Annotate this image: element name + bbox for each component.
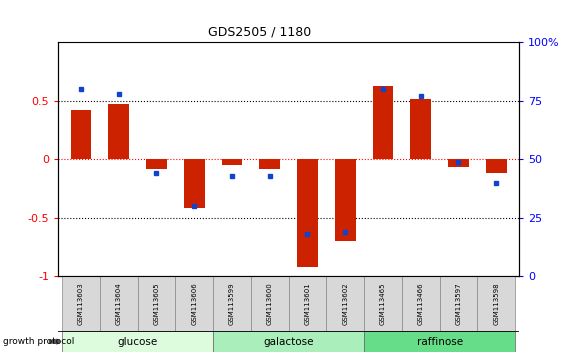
Bar [71, 110, 92, 159]
Bar [297, 159, 318, 267]
Text: GDS2505 / 1180: GDS2505 / 1180 [208, 26, 311, 39]
Bar [108, 104, 129, 159]
Bar [138, 276, 175, 331]
Bar [222, 159, 243, 165]
Bar [62, 331, 213, 352]
Bar [486, 159, 507, 173]
Bar [289, 276, 326, 331]
Bar [213, 276, 251, 331]
Text: GSM113598: GSM113598 [493, 282, 499, 325]
Bar [251, 276, 289, 331]
Text: GSM113599: GSM113599 [229, 282, 235, 325]
Bar [448, 159, 469, 167]
Text: glucose: glucose [117, 337, 158, 347]
Bar [364, 276, 402, 331]
Text: GSM113601: GSM113601 [304, 282, 311, 325]
Bar [326, 276, 364, 331]
Text: GSM113604: GSM113604 [115, 282, 122, 325]
Text: GSM113597: GSM113597 [455, 282, 462, 325]
Bar [335, 159, 356, 241]
Text: GSM113465: GSM113465 [380, 282, 386, 325]
Bar [410, 98, 431, 159]
Bar [146, 159, 167, 169]
Bar [402, 276, 440, 331]
Bar [259, 159, 280, 169]
Bar [62, 276, 100, 331]
Text: GSM113605: GSM113605 [153, 282, 160, 325]
Bar [440, 276, 477, 331]
Bar [477, 276, 515, 331]
Text: GSM113602: GSM113602 [342, 282, 348, 325]
Bar [175, 276, 213, 331]
Bar [100, 276, 138, 331]
Bar [364, 331, 515, 352]
Text: raffinose: raffinose [416, 337, 463, 347]
Bar [373, 86, 394, 159]
Bar [213, 331, 364, 352]
Text: GSM113600: GSM113600 [266, 282, 273, 325]
Text: GSM113603: GSM113603 [78, 282, 84, 325]
Bar [184, 159, 205, 209]
Text: GSM113466: GSM113466 [417, 282, 424, 325]
Text: galactose: galactose [264, 337, 314, 347]
Text: GSM113606: GSM113606 [191, 282, 197, 325]
Text: growth protocol: growth protocol [3, 337, 74, 346]
